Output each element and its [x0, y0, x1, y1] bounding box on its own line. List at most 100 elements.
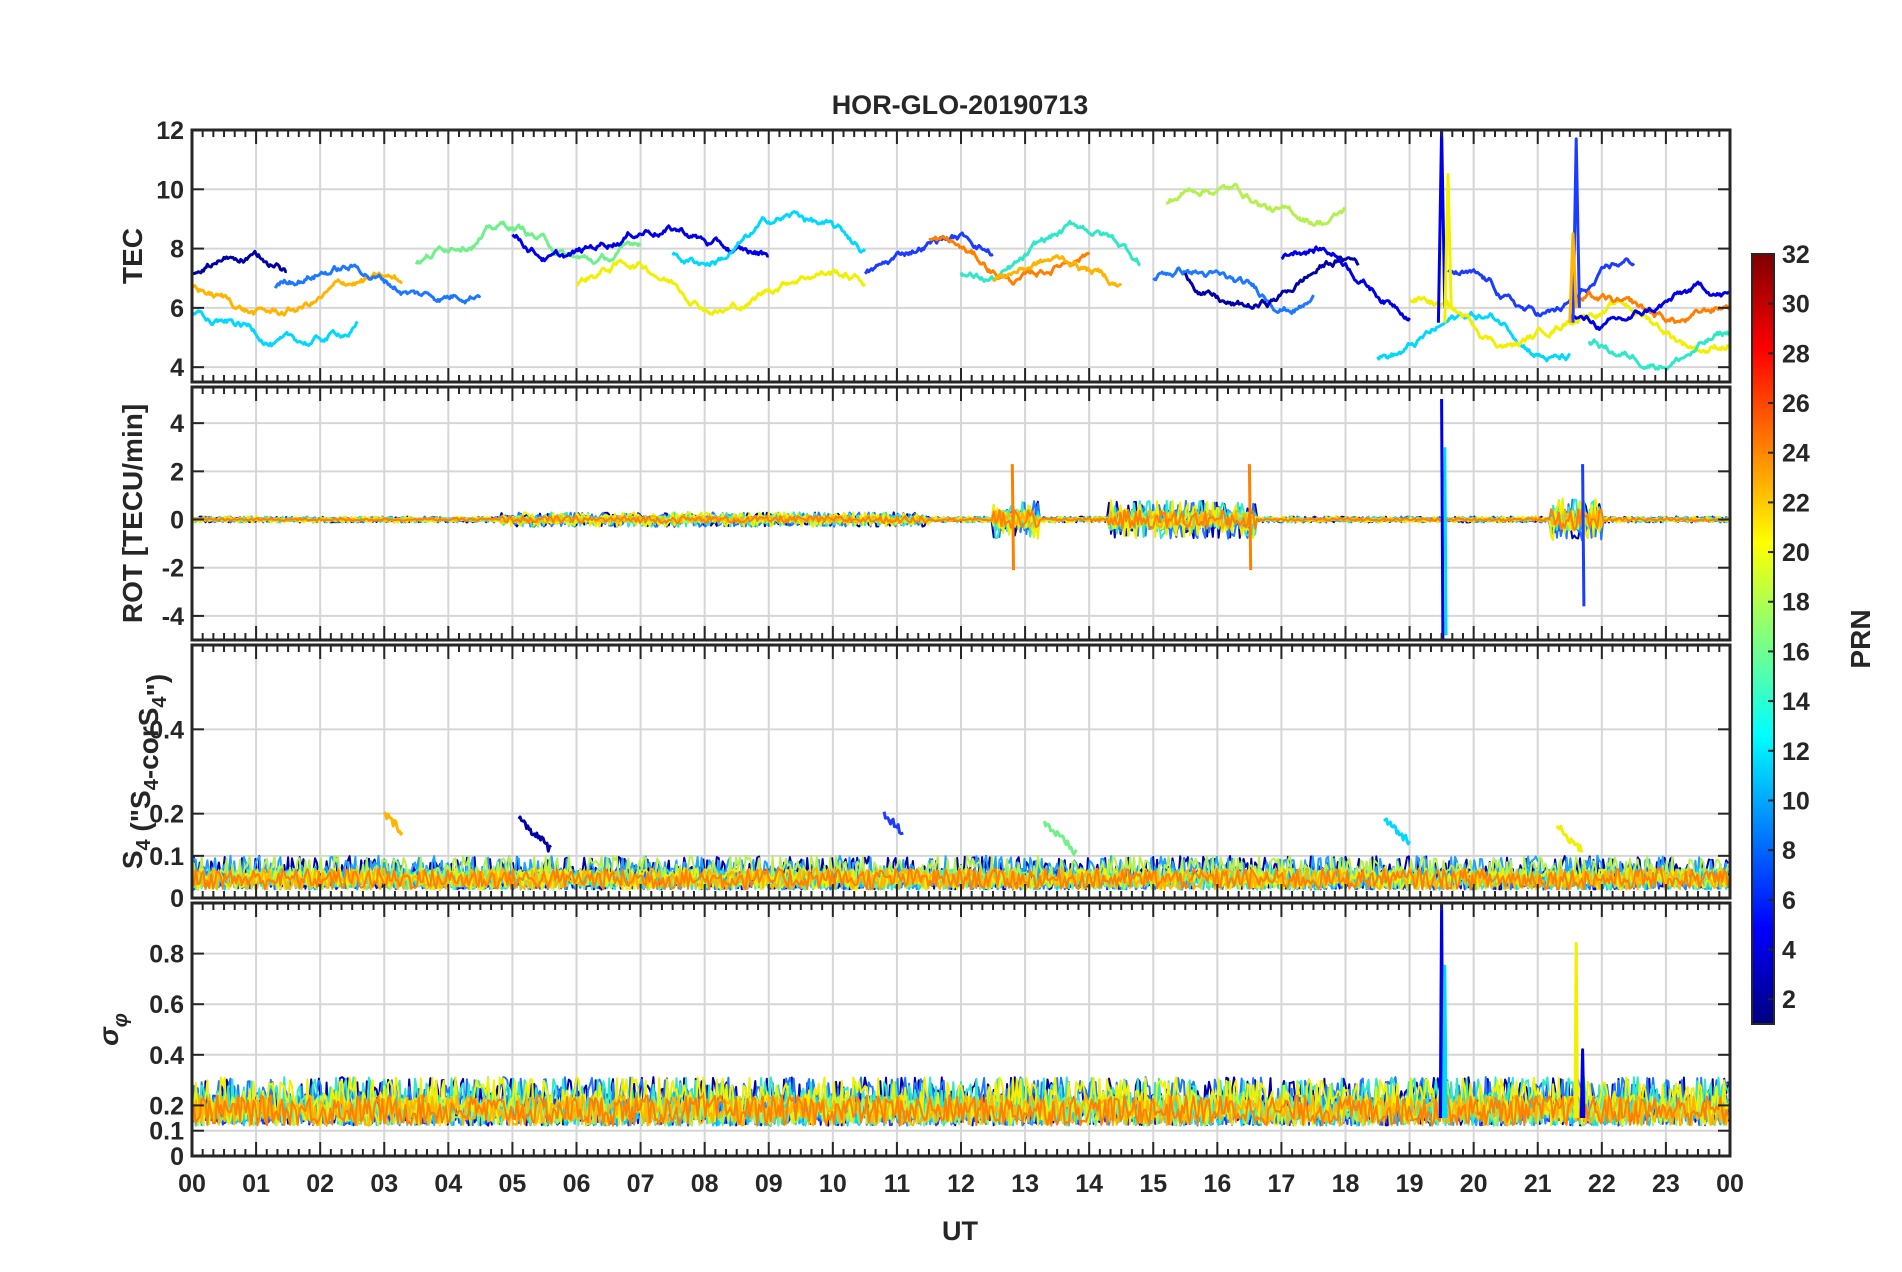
- tec-trace: [959, 220, 1141, 283]
- colorbar-tick-label: 6: [1782, 887, 1796, 915]
- traces-rot: [192, 398, 1729, 640]
- colorbar-tick-label: 16: [1782, 638, 1810, 666]
- colorbar-gradient: [1751, 253, 1775, 1025]
- rot-spike: [1440, 398, 1445, 640]
- rot-spike: [1010, 464, 1015, 571]
- x-tick-label: 00: [178, 1170, 206, 1198]
- s4-arc: [1555, 824, 1584, 853]
- x-tick-label: 05: [499, 1170, 527, 1198]
- x-tick-label: 19: [1396, 1170, 1424, 1198]
- y-axis-label: σφ: [93, 1013, 132, 1046]
- y-tick-label: 0.1: [149, 843, 184, 871]
- tec-trace: [1183, 255, 1360, 310]
- x-tick-label: 20: [1460, 1170, 1488, 1198]
- tec-trace: [511, 224, 769, 263]
- y-tick-label: 0.8: [149, 941, 184, 969]
- y-tick-label: 4: [170, 410, 184, 438]
- tec-trace: [1409, 295, 1730, 355]
- tec-spike: [1443, 173, 1453, 323]
- y-tick-label: -4: [162, 603, 184, 631]
- colorbar-tick-label: 22: [1782, 489, 1810, 517]
- y-tick-label: 6: [170, 295, 184, 323]
- tec-trace: [1165, 182, 1347, 227]
- y-tick-label: 0.4: [149, 716, 184, 744]
- tec-trace: [1376, 310, 1572, 363]
- tec-trace: [1587, 330, 1730, 371]
- x-tick-label: 04: [434, 1170, 462, 1198]
- y-tick-label: 0.2: [149, 801, 184, 829]
- sigma-spike: [1442, 964, 1448, 1119]
- x-tick-label: 17: [1268, 1170, 1296, 1198]
- x-tick-label: 11: [884, 1170, 911, 1198]
- colorbar-tick-label: 26: [1782, 390, 1810, 418]
- tec-trace: [1152, 266, 1315, 315]
- x-tick-label: 15: [1139, 1170, 1167, 1198]
- y-tick-label: 12: [156, 117, 184, 145]
- x-tick-label: 23: [1652, 1170, 1680, 1198]
- panel-rot: -4 -2 0 2 4 ROT [TECU/min]: [117, 385, 1732, 642]
- y-tick-label: 0.4: [149, 1042, 184, 1070]
- x-tick-label: 09: [755, 1170, 783, 1198]
- colorbar-tick-label: 10: [1782, 787, 1810, 815]
- y-tick-label: 0.6: [149, 991, 184, 1019]
- s4-arc: [882, 811, 904, 836]
- tec-trace: [1568, 290, 1730, 324]
- colorbar-tick-label: 24: [1782, 440, 1810, 468]
- tec-trace: [1447, 257, 1636, 318]
- x-tick-label: 21: [1524, 1170, 1552, 1198]
- rot-spike: [1247, 464, 1253, 571]
- colorbar-tick-label: 20: [1782, 539, 1810, 567]
- s4-arc: [1383, 817, 1411, 846]
- tec-spike: [1568, 232, 1578, 323]
- x-tick-label: 02: [306, 1170, 334, 1198]
- sigma-trace: [192, 1094, 1730, 1127]
- chart-title: HOR-GLO-20190713: [832, 90, 1089, 120]
- rot-trace: [192, 507, 1729, 531]
- x-tick-label: 13: [1011, 1170, 1039, 1198]
- x-tick-label: 12: [947, 1170, 975, 1198]
- x-tick-label: 14: [1075, 1170, 1103, 1198]
- traces-sigma_phi: [192, 903, 1730, 1127]
- x-tick-label: 01: [242, 1170, 270, 1198]
- tec-trace: [414, 220, 642, 265]
- x-tick-label: 08: [691, 1170, 719, 1198]
- y-axis-label: TEC: [117, 228, 148, 284]
- y-tick-label: 0: [170, 507, 184, 535]
- y-tick-label: 8: [170, 236, 184, 264]
- y-axis-label: ROT [TECU/min]: [117, 404, 148, 623]
- x-tick-label: 22: [1588, 1170, 1616, 1198]
- y-tick-label: 10: [156, 176, 184, 204]
- colorbar-tick-label: 2: [1782, 986, 1796, 1014]
- y-tick-label: 0: [170, 885, 184, 913]
- rot-spike: [1443, 447, 1448, 636]
- panel-sigma_phi: 00.10.2 0.4 0.6 0.8 σφ: [93, 901, 1732, 1171]
- colorbar-tick-label: 8: [1782, 837, 1796, 865]
- colorbar-tick-label: 30: [1782, 291, 1810, 319]
- sigma-spike: [1573, 942, 1579, 1119]
- tec-trace: [671, 210, 867, 267]
- colorbar-tick-label: 4: [1782, 936, 1796, 964]
- y-tick-label: 0: [170, 1143, 184, 1171]
- tec-trace: [192, 309, 359, 348]
- colorbar-tick-label: 18: [1782, 589, 1810, 617]
- x-tick-label: 06: [563, 1170, 591, 1198]
- s4-trace: [192, 867, 1730, 891]
- x-tick-label: 18: [1332, 1170, 1360, 1198]
- y-axis-label: S4 ("S4-corS4"): [117, 674, 172, 869]
- tec-trace: [192, 249, 288, 276]
- traces-s4: [192, 811, 1730, 891]
- panel-tec: 4 6 8 10 12 TEC: [117, 117, 1732, 384]
- y-tick-label: 0.2: [149, 1092, 184, 1120]
- tec-spike: [1436, 130, 1447, 323]
- x-axis-label: UT: [942, 1216, 978, 1246]
- sigma-spike: [1579, 1048, 1586, 1119]
- panel-s4: 0 0.1 0.2 0.4S4 ("S4-corS4"): [117, 643, 1732, 913]
- s4-arc: [382, 811, 404, 836]
- s4-arc: [1042, 820, 1078, 856]
- s4-arc: [517, 815, 552, 853]
- tec-trace: [863, 231, 994, 275]
- tec-trace: [928, 234, 1091, 286]
